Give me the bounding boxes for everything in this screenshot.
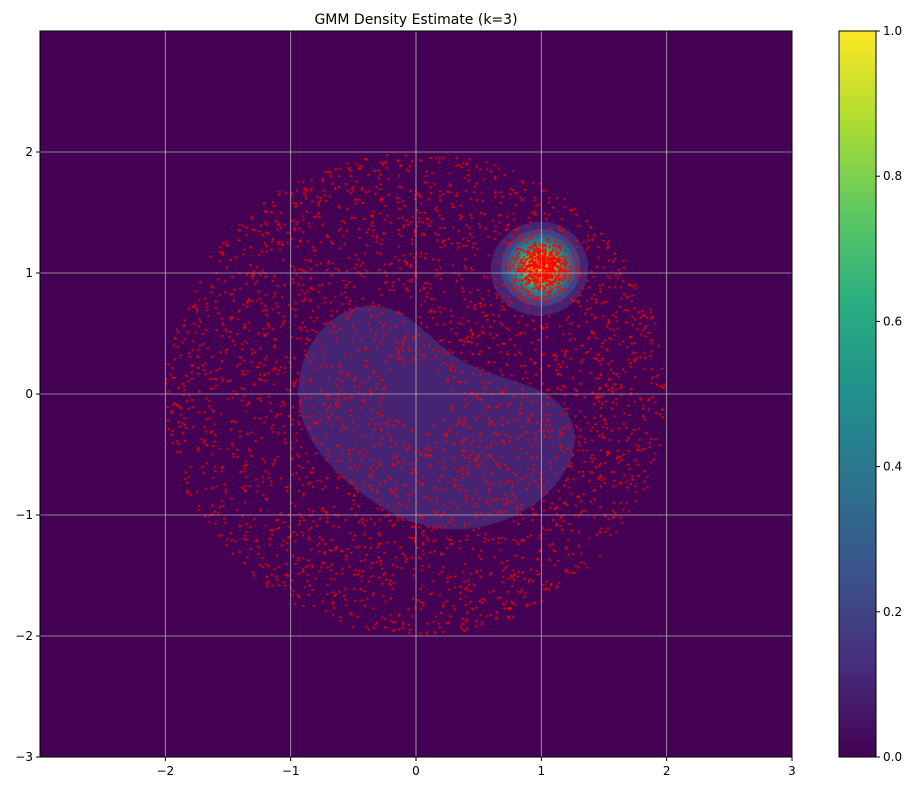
y-axis-ticks: −3 −2 −1 0 1 2 [15, 145, 40, 764]
colorbar-tick-label: 0.0 [883, 750, 902, 764]
x-tick-label: −1 [282, 764, 300, 778]
chart-title: GMM Density Estimate (k=3) [314, 12, 517, 28]
y-tick-label: 1 [25, 266, 33, 280]
colorbar-tick-label: 1.0 [883, 24, 902, 38]
colorbar-tick-label: 0.4 [883, 460, 902, 474]
colorbar-tick-label: 0.2 [883, 605, 902, 619]
x-tick-label: 2 [663, 764, 671, 778]
plot-area [39, 30, 793, 758]
y-tick-label: −3 [15, 750, 33, 764]
colorbar-tick-label: 0.6 [883, 314, 902, 328]
y-tick-label: 2 [25, 145, 33, 159]
y-tick-label: −1 [15, 508, 33, 522]
x-tick-label: −2 [156, 764, 174, 778]
colorbar-gradient [839, 31, 876, 757]
colorbar-tick-label: 0.8 [883, 169, 902, 183]
x-axis-ticks: −2 −1 0 1 2 3 [156, 757, 796, 778]
y-tick-label: 0 [25, 387, 33, 401]
y-tick-label: −2 [15, 629, 33, 643]
x-tick-label: 3 [788, 764, 796, 778]
x-tick-label: 0 [412, 764, 420, 778]
colorbar-frame [838, 30, 877, 758]
x-tick-label: 1 [538, 764, 546, 778]
colorbar: 0.0 0.2 0.4 0.6 0.8 1.0 [838, 24, 902, 764]
grid-lines [40, 31, 793, 758]
colorbar-ticks: 0.0 0.2 0.4 0.6 0.8 1.0 [876, 24, 902, 764]
